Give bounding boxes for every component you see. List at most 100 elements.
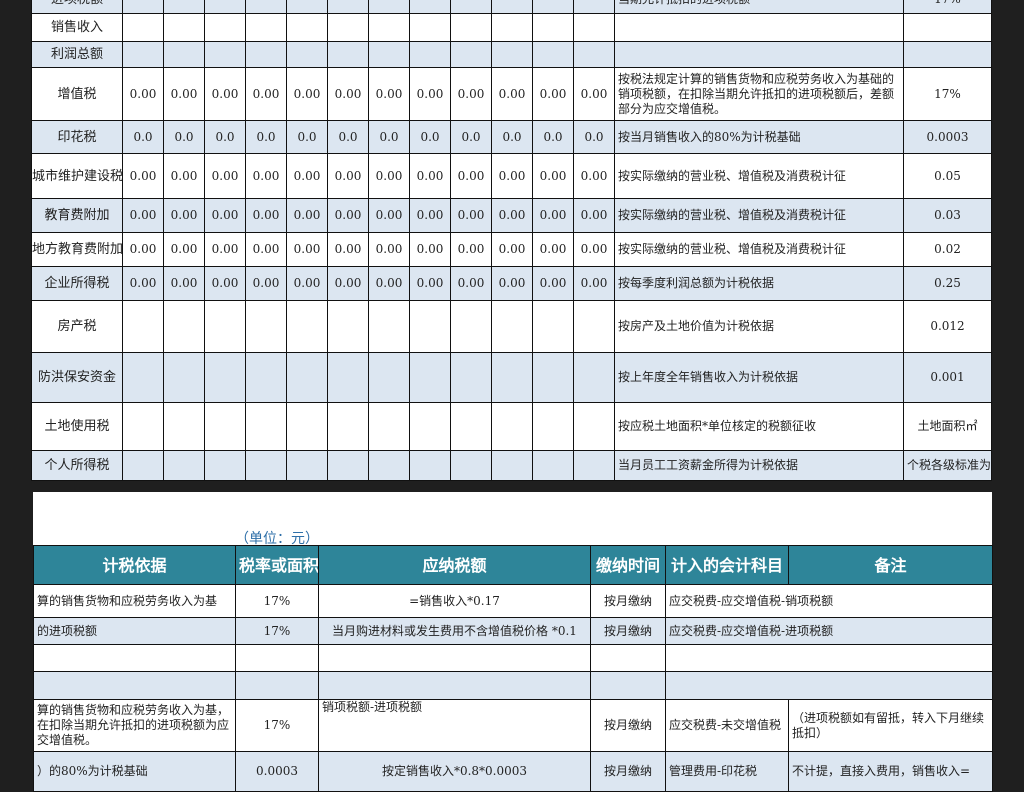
- tax-name-cell[interactable]: 印花税: [31, 120, 123, 154]
- tax-rate-cell[interactable]: 17%: [235, 617, 319, 645]
- month-value-cell[interactable]: [327, 41, 369, 68]
- tax-amount-cell[interactable]: =销售收入*0.17: [318, 584, 591, 618]
- month-value-cell[interactable]: [573, 0, 615, 14]
- month-value-cell[interactable]: 0.00: [286, 153, 328, 199]
- month-value-cell[interactable]: 0.00: [409, 266, 451, 301]
- month-value-cell[interactable]: [122, 402, 164, 451]
- tax-amount-cell[interactable]: 按定销售收入*0.8*0.0003: [318, 751, 591, 792]
- month-value-cell[interactable]: [450, 450, 492, 481]
- month-value-cell[interactable]: 0.00: [245, 67, 287, 121]
- column-header[interactable]: 税率或面积: [235, 545, 319, 585]
- month-value-cell[interactable]: [204, 13, 246, 42]
- month-value-cell[interactable]: [368, 41, 410, 68]
- month-value-cell[interactable]: 0.0: [327, 120, 369, 154]
- month-value-cell[interactable]: [327, 450, 369, 481]
- note-cell[interactable]: （进项税额如有留抵，转入下月继续抵扣）: [788, 699, 993, 752]
- month-value-cell[interactable]: 0.00: [409, 153, 451, 199]
- month-value-cell[interactable]: [163, 450, 205, 481]
- tax-rate-cell[interactable]: [235, 644, 319, 672]
- month-value-cell[interactable]: [368, 402, 410, 451]
- tax-basis-cell[interactable]: 按当月销售收入的80%为计税基础: [614, 120, 904, 154]
- tax-basis-cell[interactable]: 的进项税额: [33, 617, 236, 645]
- month-value-cell[interactable]: [286, 300, 328, 353]
- month-value-cell[interactable]: 0.00: [491, 67, 533, 121]
- month-value-cell[interactable]: 0.00: [573, 232, 615, 267]
- month-value-cell[interactable]: 0.00: [204, 153, 246, 199]
- month-value-cell[interactable]: 0.00: [122, 67, 164, 121]
- month-value-cell[interactable]: 0.00: [532, 153, 574, 199]
- column-header[interactable]: 应纳税额: [318, 545, 591, 585]
- tax-basis-cell[interactable]: ）的80%为计税基础: [33, 751, 236, 792]
- month-value-cell[interactable]: [368, 0, 410, 14]
- tax-basis-cell[interactable]: 按应税土地面积*单位核定的税额征收: [614, 402, 904, 451]
- month-value-cell[interactable]: [122, 450, 164, 481]
- month-value-cell[interactable]: 0.00: [409, 198, 451, 233]
- month-value-cell[interactable]: 0.00: [327, 266, 369, 301]
- month-value-cell[interactable]: [450, 402, 492, 451]
- month-value-cell[interactable]: [204, 0, 246, 14]
- month-value-cell[interactable]: [532, 402, 574, 451]
- month-value-cell[interactable]: [573, 300, 615, 353]
- month-value-cell[interactable]: 0.00: [409, 67, 451, 121]
- month-value-cell[interactable]: [409, 352, 451, 403]
- month-value-cell[interactable]: [286, 450, 328, 481]
- tax-basis-cell[interactable]: 算的销售货物和应税劳务收入为基: [33, 584, 236, 618]
- month-value-cell[interactable]: 0.00: [204, 232, 246, 267]
- month-value-cell[interactable]: [532, 352, 574, 403]
- month-value-cell[interactable]: 0.0: [532, 120, 574, 154]
- month-value-cell[interactable]: 0.00: [491, 198, 533, 233]
- month-value-cell[interactable]: [286, 41, 328, 68]
- month-value-cell[interactable]: [204, 402, 246, 451]
- month-value-cell[interactable]: [204, 300, 246, 353]
- tax-name-cell[interactable]: 防洪保安资金: [31, 352, 123, 403]
- month-value-cell[interactable]: 0.00: [163, 153, 205, 199]
- month-value-cell[interactable]: 0.00: [245, 266, 287, 301]
- month-value-cell[interactable]: [532, 450, 574, 481]
- month-value-cell[interactable]: [450, 300, 492, 353]
- month-value-cell[interactable]: [122, 41, 164, 68]
- account-cell[interactable]: 应交税费-应交增值税-进项税额: [665, 617, 993, 645]
- tax-basis-cell[interactable]: 按实际缴纳的营业税、增值税及消费税计征: [614, 232, 904, 267]
- month-value-cell[interactable]: [122, 352, 164, 403]
- month-value-cell[interactable]: 0.00: [532, 198, 574, 233]
- month-value-cell[interactable]: 0.0: [573, 120, 615, 154]
- month-value-cell[interactable]: 0.00: [532, 67, 574, 121]
- month-value-cell[interactable]: 0.00: [450, 232, 492, 267]
- month-value-cell[interactable]: [491, 300, 533, 353]
- month-value-cell[interactable]: [491, 13, 533, 42]
- month-value-cell[interactable]: 0.00: [573, 266, 615, 301]
- tax-basis-cell[interactable]: [33, 671, 236, 700]
- tax-basis-cell[interactable]: [614, 13, 904, 42]
- tax-rate-cell[interactable]: 个税各级标准为: [903, 450, 992, 481]
- note-cell[interactable]: 不计提，直接入费用，销售收入=: [788, 751, 993, 792]
- month-value-cell[interactable]: [163, 41, 205, 68]
- month-value-cell[interactable]: 0.00: [122, 232, 164, 267]
- month-value-cell[interactable]: [532, 41, 574, 68]
- month-value-cell[interactable]: 0.00: [327, 153, 369, 199]
- tax-basis-cell[interactable]: 按每季度利润总额为计税依据: [614, 266, 904, 301]
- month-value-cell[interactable]: 0.00: [286, 266, 328, 301]
- month-value-cell[interactable]: [409, 13, 451, 42]
- tax-name-cell[interactable]: 进项税额: [31, 0, 123, 14]
- month-value-cell[interactable]: 0.00: [368, 67, 410, 121]
- tax-rate-cell[interactable]: [903, 41, 992, 68]
- tax-basis-cell[interactable]: 当月员工工资薪金所得为计税依据: [614, 450, 904, 481]
- month-value-cell[interactable]: 0.00: [368, 266, 410, 301]
- tax-basis-cell[interactable]: [614, 41, 904, 68]
- month-value-cell[interactable]: [204, 41, 246, 68]
- tax-rate-cell[interactable]: 17%: [903, 0, 992, 14]
- month-value-cell[interactable]: [327, 352, 369, 403]
- month-value-cell[interactable]: [409, 450, 451, 481]
- month-value-cell[interactable]: [573, 352, 615, 403]
- tax-name-cell[interactable]: 房产税: [31, 300, 123, 353]
- month-value-cell[interactable]: [450, 41, 492, 68]
- tax-rate-cell[interactable]: [903, 13, 992, 42]
- tax-rate-cell[interactable]: 0.05: [903, 153, 992, 199]
- month-value-cell[interactable]: [532, 13, 574, 42]
- tax-rate-cell[interactable]: 0.001: [903, 352, 992, 403]
- month-value-cell[interactable]: 0.0: [286, 120, 328, 154]
- month-value-cell[interactable]: 0.00: [245, 153, 287, 199]
- month-value-cell[interactable]: 0.00: [368, 232, 410, 267]
- month-value-cell[interactable]: [204, 352, 246, 403]
- month-value-cell[interactable]: [368, 300, 410, 353]
